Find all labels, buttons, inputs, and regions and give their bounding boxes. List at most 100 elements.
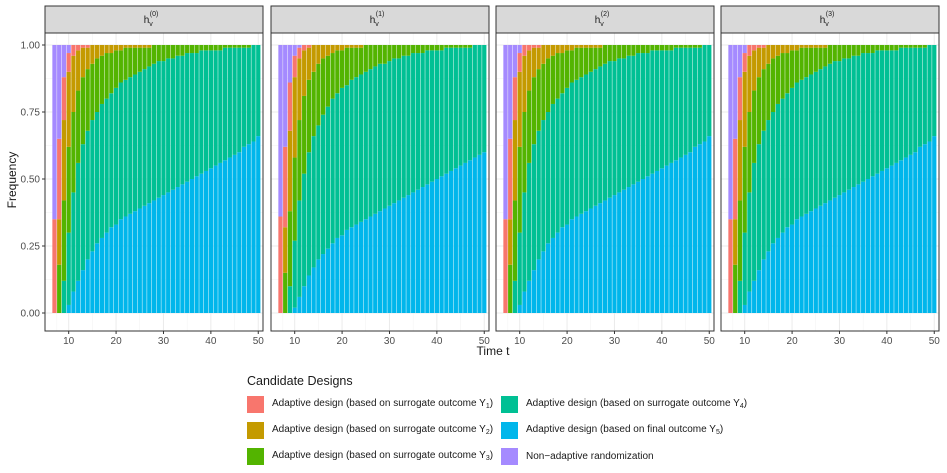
bar-segment-y3 (512, 200, 518, 281)
bar-segment-y3 (659, 45, 665, 51)
bar-segment-y3 (80, 77, 86, 145)
facet-strip (720, 5, 940, 34)
bar-segment-y5 (785, 227, 790, 313)
bar-segment-y3 (688, 45, 693, 48)
legend: Candidate Designs Adaptive design (based… (247, 374, 807, 466)
bar-segment-y4 (799, 79, 804, 217)
bar-segment-y5 (569, 219, 574, 313)
bar-segment-y4 (550, 103, 556, 238)
bar-segment-y4 (813, 71, 818, 209)
bar-segment-y3 (142, 47, 147, 70)
bar-segment-y4 (771, 112, 776, 244)
bar-segment-y3 (678, 45, 683, 48)
bar-segment-y4 (823, 66, 828, 204)
bar-segment-y5 (823, 203, 828, 313)
bar-segment-y5 (472, 157, 477, 313)
bar-segment-na (283, 45, 288, 147)
bar-segment-y4 (387, 61, 392, 206)
bar-segment-y3 (550, 55, 556, 104)
bar-segment-y5 (875, 173, 880, 313)
bar-segment-y5 (218, 162, 223, 313)
facet-panels: hv(0)10 20 30 40 500.000.250.500.751.00hv(1)… (21, 5, 940, 347)
bar-segment-y5 (434, 179, 440, 313)
bar-segment-y1 (503, 219, 508, 313)
bar-segment-y3 (531, 77, 537, 145)
bar-segment-y4 (132, 74, 138, 212)
bar-segment-y5 (761, 259, 766, 313)
bar-segment-y3 (161, 45, 166, 62)
bar-segment-y5 (818, 205, 823, 313)
bar-segment-y5 (208, 168, 214, 313)
bar-segment-y4 (185, 53, 190, 182)
bar-segment-y3 (664, 45, 669, 51)
bar-segment-y5 (325, 248, 331, 313)
bar-segment-y3 (761, 69, 766, 131)
bar-segment-y3 (382, 45, 387, 64)
bar-segment-y3 (434, 45, 440, 51)
bar-segment-y5 (742, 304, 747, 313)
x-tick-label: 50 (253, 336, 265, 347)
bar-segment-y5 (316, 259, 321, 313)
bar-segment-y4 (411, 53, 416, 193)
bar-segment-y4 (425, 50, 430, 185)
bar-segment-y4 (444, 47, 449, 174)
y-tick-label: 0.50 (21, 175, 41, 186)
bar-segment-y4 (458, 47, 463, 166)
bar-segment-y4 (189, 53, 195, 179)
bar-segment-y3 (636, 45, 641, 54)
bar-segment-y3 (444, 45, 449, 48)
bar-segment-y2 (57, 219, 62, 265)
bar-segment-y4 (631, 55, 636, 185)
bar-segment-y3 (76, 90, 81, 163)
bar-segment-y5 (85, 259, 90, 313)
bar-segment-y3 (392, 45, 397, 59)
bar-segment-y3 (99, 55, 105, 104)
bar-segment-y5 (482, 152, 487, 313)
bar-segment-y4 (415, 53, 421, 190)
bar-segment-y4 (325, 106, 331, 249)
bar-segment-y1 (531, 45, 537, 48)
bar-segment-y3 (316, 63, 321, 126)
bar-segment-y4 (161, 61, 166, 196)
bar-segment-y4 (655, 50, 660, 171)
bar-segment-y5 (579, 213, 584, 313)
bar-segment-y2 (99, 45, 105, 56)
bar-segment-y1 (733, 138, 738, 220)
bar-segment-y3 (57, 264, 62, 313)
bar-segment-y5 (123, 216, 128, 313)
bar-segment-y5 (688, 152, 693, 313)
bar-segment-y5 (636, 181, 641, 313)
bar-segment-y3 (368, 45, 373, 70)
bar-segment-y5 (161, 195, 166, 313)
bar-segment-y3 (166, 45, 171, 59)
bar-segment-y4 (227, 47, 232, 158)
bar-segment-y4 (137, 71, 142, 209)
bar-segment-y2 (517, 71, 522, 147)
bar-segment-y5 (607, 197, 612, 313)
legend-item-na: Non−adaptive randomization (501, 446, 791, 466)
bar-segment-y5 (113, 224, 119, 313)
bar-segment-y5 (541, 251, 546, 313)
bar-segment-y2 (546, 45, 551, 59)
bar-segment-y4 (522, 192, 527, 292)
bar-segment-y1 (752, 45, 757, 51)
bar-segment-y4 (180, 55, 185, 185)
bar-segment-y3 (377, 45, 383, 64)
bar-segment-y3 (823, 47, 828, 67)
bar-segment-y3 (297, 120, 302, 201)
bar-segment-y2 (113, 45, 119, 51)
bar-segment-y3 (430, 45, 435, 51)
bar-segment-y4 (917, 47, 923, 147)
bar-segment-y4 (742, 232, 747, 305)
bar-segment-y5 (808, 211, 814, 313)
bar-segment-y4 (123, 79, 128, 217)
bar-segment-y2 (823, 45, 828, 48)
panel-border (44, 32, 264, 332)
legend-swatch (247, 447, 264, 465)
bar-segment-y3 (827, 45, 833, 64)
bar-segment-y5 (387, 205, 392, 313)
bar-segment-y1 (52, 219, 57, 313)
bar-segment-y1 (61, 77, 67, 121)
bar-segment-y2 (733, 219, 738, 265)
bar-segment-na (503, 45, 508, 220)
